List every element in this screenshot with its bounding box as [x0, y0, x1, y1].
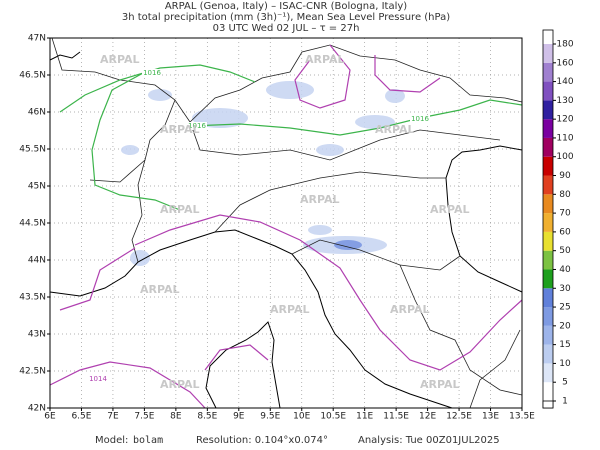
colorbar-label: 30 — [559, 284, 571, 294]
colorbar-box — [543, 269, 553, 289]
footer-model-label: Model: — [95, 435, 128, 446]
lon-tick-label: 13.5E — [509, 412, 535, 422]
lon-tick-label: 12E — [419, 412, 436, 422]
colorbar-label: 40 — [559, 265, 571, 275]
lon-tick-label: 9E — [233, 412, 245, 422]
colorbar-box — [543, 344, 553, 364]
lon-tick-label: 7E — [107, 412, 119, 422]
colorbar-label: 100 — [556, 152, 573, 162]
colorbar-box — [543, 325, 553, 345]
lat-tick-label: 42.5N — [19, 367, 46, 377]
header-line: 03 UTC Wed 02 JUL – τ = 27h — [213, 23, 360, 34]
colorbar-label: 1 — [562, 397, 568, 407]
colorbar-box — [543, 156, 553, 176]
colorbar-label: 160 — [556, 58, 573, 68]
colorbar-label: 10 — [559, 359, 571, 369]
watermark: ARPAL — [390, 303, 430, 316]
lat-tick-label: 44N — [28, 256, 46, 266]
lon-tick-label: 6E — [44, 412, 56, 422]
coastline — [49, 51, 523, 409]
lat-tick-label: 47N — [28, 34, 46, 44]
lon-tick-label: 7.5E — [134, 412, 154, 422]
colorbar-box — [543, 119, 553, 138]
colorbar-label: 25 — [559, 303, 570, 313]
lat-tick-label: 42N — [28, 404, 46, 414]
colorbar-label: 5 — [562, 378, 568, 388]
colorbar-box — [543, 137, 553, 157]
watermark: ARPAL — [420, 378, 460, 391]
lat-tick-label: 46N — [28, 108, 46, 118]
lon-tick-label: 12.5E — [446, 412, 472, 422]
colorbar-box — [543, 231, 553, 251]
borders — [51, 37, 523, 409]
lat-tick-label: 43.5N — [19, 293, 46, 303]
lat-tick-label: 45N — [28, 182, 46, 192]
colorbar-box — [543, 288, 553, 308]
header-line: ARPAL (Genoa, Italy) – ISAC-CNR (Bologna… — [165, 1, 407, 12]
colorbar-box — [543, 194, 553, 214]
colorbar-label: 120 — [556, 115, 573, 125]
colorbar-label: 180 — [556, 40, 573, 50]
colorbar-label: 110 — [556, 133, 573, 143]
colorbar-box — [543, 175, 553, 195]
watermark: ARPAL — [430, 203, 470, 216]
colorbar-box — [543, 44, 553, 63]
header-line: 3h total precipitation (mm (3h)⁻¹), Mean… — [122, 12, 450, 23]
contour-label: 1016 — [188, 122, 206, 130]
footer-analysis: Analysis: Tue 00Z01JUL2025 — [358, 435, 500, 446]
watermark: ARPAL — [140, 283, 180, 296]
colorbar-box — [543, 81, 553, 101]
colorbar-label: 15 — [559, 340, 570, 350]
isobars — [49, 44, 523, 409]
footer-resolution: Resolution: 0.104°x0.074° — [196, 435, 328, 446]
colorbar-label: 80 — [559, 190, 571, 200]
watermark: ARPAL — [100, 53, 140, 66]
watermark: ARPAL — [160, 203, 200, 216]
colorbar-label: 70 — [559, 209, 571, 219]
watermark: ARPAL — [375, 123, 415, 136]
contour-label: 1016 — [411, 115, 429, 123]
colorbar-label: 20 — [559, 321, 571, 331]
colorbar: 1510152025304050607080901001101201301401… — [542, 29, 574, 409]
colorbar-box — [543, 100, 553, 120]
watermarks: ARPAL ARPAL ARPAL ARPAL ARPAL ARPAL ARPAL ARPAL… — [100, 53, 470, 391]
colorbar-bottom — [542, 400, 554, 409]
lat-tick-label: 46.5N — [19, 71, 46, 81]
lon-tick-label: 10E — [293, 412, 310, 422]
lon-tick-label: 8.5E — [197, 412, 217, 422]
colorbar-box — [543, 382, 553, 401]
colorbar-box — [543, 307, 553, 326]
colorbar-label: 130 — [556, 96, 573, 106]
lon-tick-label: 6.5E — [71, 412, 91, 422]
lat-tick-label: 44.5N — [19, 219, 46, 229]
lon-tick-label: 13E — [482, 412, 499, 422]
colorbar-label: 60 — [559, 227, 571, 237]
lat-tick-label: 43N — [28, 330, 46, 340]
colorbar-box — [543, 250, 553, 270]
watermark: ARPAL — [270, 303, 310, 316]
colorbar-box — [543, 363, 553, 383]
colorbar-box — [543, 30, 553, 44]
watermark: ARPAL — [305, 53, 345, 66]
watermark: ARPAL — [300, 193, 340, 206]
lon-tick-label: 11.5E — [383, 412, 409, 422]
watermark: ARPAL — [160, 123, 200, 136]
colorbar-label: 90 — [559, 171, 571, 181]
colorbar-box — [543, 213, 553, 232]
watermark: ARPAL — [160, 378, 200, 391]
footer-model: bolam — [133, 435, 163, 446]
contour-label: 1014 — [89, 375, 107, 383]
lon-tick-label: 8E — [170, 412, 182, 422]
colorbar-label: 50 — [559, 246, 571, 256]
lat-tick-label: 45.5N — [19, 145, 46, 155]
lon-tick-label: 10.5E — [320, 412, 346, 422]
lon-tick-label: 9.5E — [260, 412, 280, 422]
contour-label-bg — [88, 69, 430, 383]
lon-tick-label: 11E — [356, 412, 373, 422]
contour-label: 1016 — [143, 69, 161, 77]
colorbar-box — [543, 62, 553, 82]
colorbar-label: 140 — [556, 77, 573, 87]
